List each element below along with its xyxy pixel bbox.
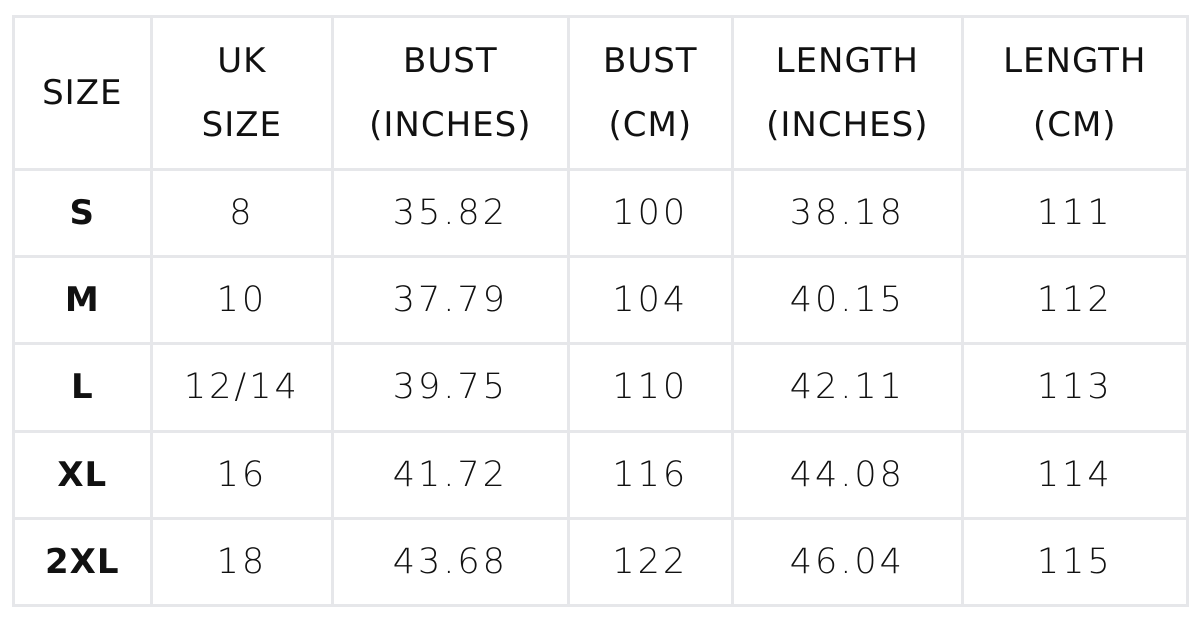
column-header-line: LENGTH bbox=[1003, 41, 1147, 81]
column-header-line: (CM) bbox=[1032, 105, 1117, 145]
table-cell: 122 bbox=[566, 516, 735, 608]
table-cell: 10 bbox=[149, 255, 335, 346]
column-header: UK SIZE bbox=[149, 15, 335, 171]
table-cell: 104 bbox=[566, 255, 735, 346]
column-header-line: BUST bbox=[603, 41, 698, 81]
table-cell: 12/14 bbox=[149, 342, 335, 433]
table-cell: 16 bbox=[149, 429, 335, 520]
size-label-cell: M bbox=[12, 255, 153, 346]
table-cell: 41.72 bbox=[331, 429, 570, 520]
size-label-cell: L bbox=[12, 342, 153, 433]
table-cell: 115 bbox=[960, 516, 1190, 608]
size-label-cell: 2XL bbox=[12, 516, 153, 608]
table-cell: 113 bbox=[960, 342, 1190, 433]
table-cell: 116 bbox=[566, 429, 735, 520]
header-row: SIZE UK SIZE BUST (INCHES) BUST (CM) LENGTH (INC… bbox=[12, 15, 1190, 171]
table-cell: 111 bbox=[960, 167, 1190, 259]
table-row: M 10 37.79 104 40.15 112 bbox=[12, 255, 1190, 346]
column-header-line: SIZE bbox=[201, 105, 283, 145]
table-cell: 112 bbox=[960, 255, 1190, 346]
table-cell: 43.68 bbox=[331, 516, 570, 608]
column-header: LENGTH (CM) bbox=[960, 15, 1190, 171]
table-cell: 40.15 bbox=[731, 255, 964, 346]
size-label-cell: XL bbox=[12, 429, 153, 520]
table-cell: 42.11 bbox=[731, 342, 964, 433]
table-cell: 39.75 bbox=[331, 342, 570, 433]
table-row: 2XL 18 43.68 122 46.04 115 bbox=[12, 516, 1190, 608]
size-chart-table: SIZE UK SIZE BUST (INCHES) BUST (CM) LENGTH (INC… bbox=[12, 15, 1190, 608]
column-header-line: (INCHES) bbox=[369, 105, 532, 145]
column-header-line: (INCHES) bbox=[766, 105, 929, 145]
table-cell: 100 bbox=[566, 167, 735, 259]
column-header: BUST (CM) bbox=[566, 15, 735, 171]
column-header-line: SIZE bbox=[42, 73, 123, 113]
table-cell: 37.79 bbox=[331, 255, 570, 346]
column-header-line: UK bbox=[217, 41, 267, 81]
table-cell: 114 bbox=[960, 429, 1190, 520]
table-cell: 38.18 bbox=[731, 167, 964, 259]
table-cell: 46.04 bbox=[731, 516, 964, 608]
table-cell: 110 bbox=[566, 342, 735, 433]
column-header-line: LENGTH bbox=[775, 41, 919, 81]
size-label-cell: S bbox=[12, 167, 153, 259]
column-header-line: BUST bbox=[403, 41, 498, 81]
table-cell: 35.82 bbox=[331, 167, 570, 259]
table-row: S 8 35.82 100 38.18 111 bbox=[12, 167, 1190, 259]
column-header: LENGTH (INCHES) bbox=[731, 15, 964, 171]
table-row: XL 16 41.72 116 44.08 114 bbox=[12, 429, 1190, 520]
table-row: L 12/14 39.75 110 42.11 113 bbox=[12, 342, 1190, 433]
table-cell: 8 bbox=[149, 167, 335, 259]
column-header: BUST (INCHES) bbox=[331, 15, 570, 171]
table-cell: 44.08 bbox=[731, 429, 964, 520]
column-header-line: (CM) bbox=[608, 105, 693, 145]
column-header: SIZE bbox=[12, 15, 153, 171]
table-cell: 18 bbox=[149, 516, 335, 608]
